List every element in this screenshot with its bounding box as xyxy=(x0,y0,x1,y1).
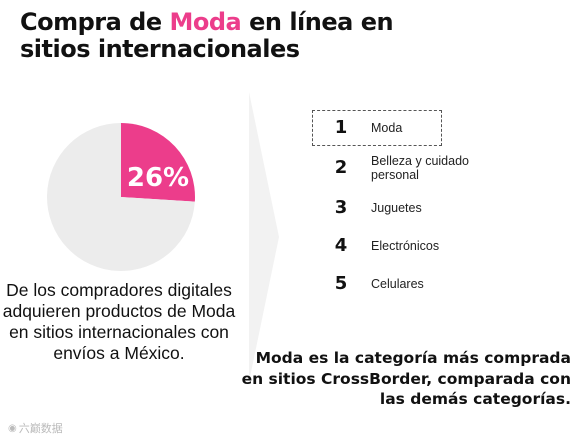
ranking-item-1: 1 Moda xyxy=(312,110,442,146)
pie-slice-2 xyxy=(46,123,195,271)
ranking-number: 4 xyxy=(334,235,348,256)
eye-icon: ◉ xyxy=(8,423,17,434)
title-accent: Moda xyxy=(169,8,242,36)
ranking-number: 1 xyxy=(334,117,348,138)
title-after: en línea en sitios internacionales xyxy=(20,8,394,63)
ranking-number: 2 xyxy=(334,157,348,178)
ranking-item-3: 3 Juguetes xyxy=(318,190,458,226)
ranking-label: Celulares xyxy=(371,277,424,291)
pie-slice-label: 26% xyxy=(127,163,189,193)
chart-description: De los compradores digitales adquieren p… xyxy=(2,280,236,363)
ranking-number: 5 xyxy=(334,273,348,294)
ranking-number: 3 xyxy=(334,197,348,218)
title-before: Compra de xyxy=(20,8,170,36)
watermark-text: 六巅数据 xyxy=(18,423,63,435)
ranking-item-2: 2 Belleza y cuidado personal xyxy=(318,150,469,186)
ranking-label: Belleza y cuidado personal xyxy=(371,154,469,182)
ranking-item-5: 5 Celulares xyxy=(318,266,458,302)
page-title: Compra de Moda en línea en sitios intern… xyxy=(20,9,440,63)
watermark: ◉ 六巅数据 xyxy=(8,422,63,436)
ranking-label: Electrónicos xyxy=(371,239,440,253)
ranking-label: Juguetes xyxy=(371,201,422,215)
chevron-arrow-shape xyxy=(249,92,279,382)
pie-chart xyxy=(46,123,195,271)
ranking-item-4: 4 Electrónicos xyxy=(318,228,458,264)
ranking-label: Moda xyxy=(371,121,403,135)
summary-text: Moda es la categoría más comprada en sit… xyxy=(241,349,571,408)
pie-slice-1 xyxy=(121,123,195,202)
